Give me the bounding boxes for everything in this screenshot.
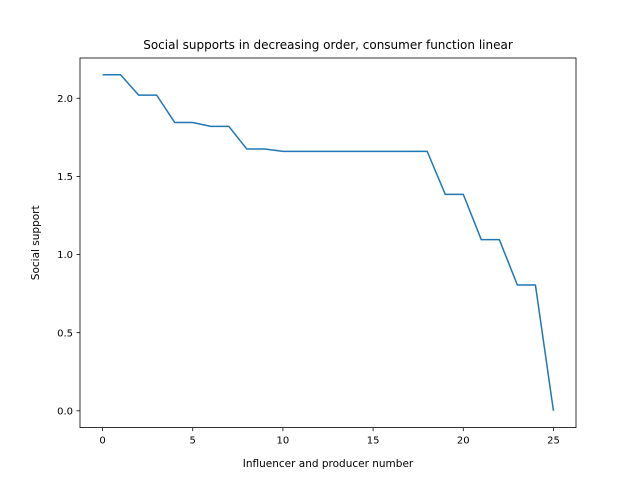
x-tick-label: 20 bbox=[457, 436, 470, 447]
y-tick-label: 0.5 bbox=[57, 328, 73, 339]
series-layer bbox=[102, 74, 555, 411]
y-tick-label: 0.0 bbox=[57, 406, 73, 417]
x-tick-label: 10 bbox=[277, 436, 290, 447]
y-axis: 0.0 0.5 1.0 1.5 2.0 bbox=[57, 94, 80, 417]
x-axis-label: Influencer and producer number bbox=[243, 458, 414, 470]
x-tick-label: 15 bbox=[367, 436, 380, 447]
x-axis: 0 5 10 15 20 25 bbox=[99, 427, 560, 447]
x-tick-label: 5 bbox=[190, 436, 196, 447]
y-axis-label: Social support bbox=[30, 205, 42, 280]
x-tick-label: 0 bbox=[99, 436, 105, 447]
series-line-0 bbox=[102, 74, 555, 411]
y-tick-label: 1.5 bbox=[57, 172, 73, 183]
plot-frame bbox=[79, 57, 577, 429]
y-tick-label: 2.0 bbox=[57, 94, 73, 105]
chart-title: Social supports in decreasing order, con… bbox=[143, 38, 513, 52]
y-tick-label: 1.0 bbox=[57, 250, 73, 261]
x-tick-label: 25 bbox=[547, 436, 560, 447]
